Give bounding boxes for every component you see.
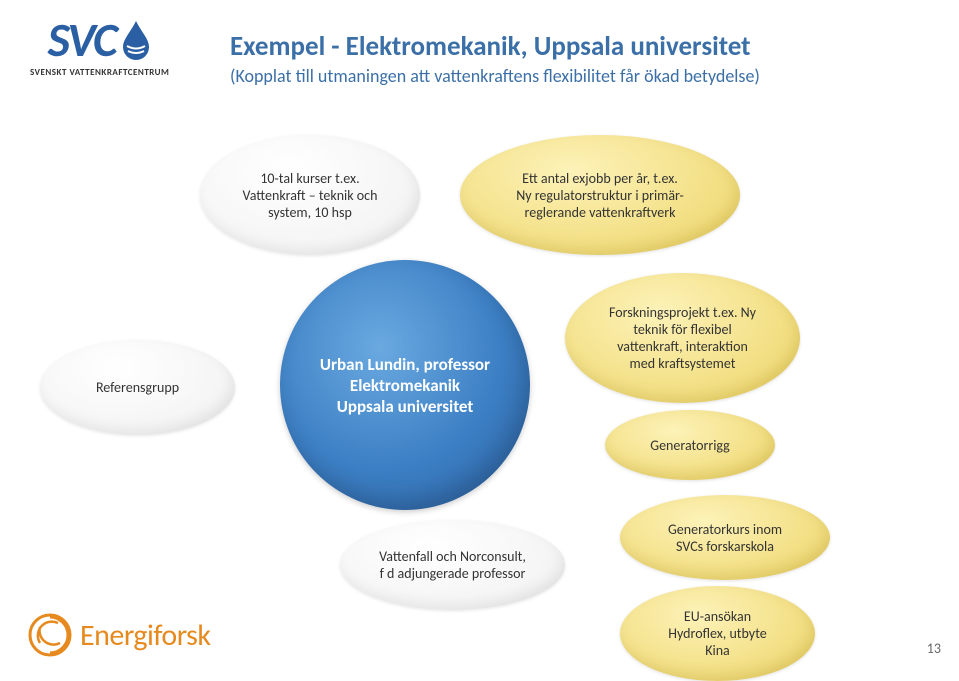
bubble-exjobb: Ett antal exjobb per år, t.ex. Ny regula… [460, 135, 740, 255]
bubble-line: EU-ansökan [684, 608, 751, 625]
bubble-line: Ett antal exjobb per år, t.ex. [522, 170, 678, 187]
bubble-line: system, 10 hsp [268, 204, 352, 221]
bubble-line: Ny regulatorstruktur i primär- [516, 187, 684, 204]
bubble-line: Vattenkraft – teknik och [243, 187, 378, 204]
bubble-kurser: 10-tal kurser t.ex. Vattenkraft – teknik… [200, 135, 420, 255]
svc-logo-mark: SVC [48, 10, 152, 69]
bubble-eu-ansokan: EU-ansökan Hydroflex, utbyte Kina [620, 586, 815, 681]
bubble-line: med kraftsystemet [630, 355, 736, 372]
bubble-referensgrupp: Referensgrupp [40, 340, 235, 435]
bubble-line: SVCs forskarskola [676, 538, 774, 555]
bubble-adjungerade-professor: Vattenfall och Norconsult, f d adjungera… [340, 520, 565, 610]
bubble-label: Referensgrupp [96, 379, 179, 396]
bubble-line: Hydroflex, utbyte [668, 625, 766, 642]
bubble-generatorkurs: Generatorkurs inom SVCs forskarskola [620, 495, 830, 580]
bubble-line: Generatorkurs inom [668, 521, 782, 538]
bubble-label: Generatorrigg [650, 437, 730, 454]
bubble-generatorrigg: Generatorrigg [605, 410, 775, 480]
center-line2: Elektromekanik [350, 375, 460, 396]
page-number: 13 [927, 640, 941, 657]
center-line3: Uppsala universitet [337, 396, 474, 417]
bubble-line: Kina [705, 642, 730, 659]
slide-subtitle: (Kopplat till utmaningen att vattenkraft… [230, 65, 930, 87]
energiforsk-logo: Energiforsk [28, 613, 211, 657]
bubble-forskningsprojekt: Forskningsprojekt t.ex. Ny teknik för fl… [565, 273, 800, 403]
svc-logo-text: SVC [48, 10, 116, 69]
bubble-line: teknik för flexibel [633, 321, 731, 338]
energiforsk-logo-text: Energiforsk [80, 617, 211, 654]
bubble-line: 10-tal kurser t.ex. [260, 170, 359, 187]
energiforsk-swirl-icon [28, 613, 72, 657]
center-node: Urban Lundin, professor Elektromekanik U… [280, 260, 530, 510]
bubble-diagram: Urban Lundin, professor Elektromekanik U… [0, 100, 959, 620]
bubble-line: f d adjungerade professor [380, 565, 526, 582]
bubble-line: Forskningsprojekt t.ex. Ny [609, 304, 756, 321]
water-drop-icon [120, 19, 152, 61]
bubble-line: reglerande vattenkraftverk [525, 204, 676, 221]
bubble-line: Vattenfall och Norconsult, [379, 548, 526, 565]
slide-title-block: Exempel - Elektromekanik, Uppsala univer… [230, 30, 930, 87]
svc-logo-subtitle: SVENSKT VATTENKRAFTCENTRUM [30, 67, 169, 78]
bubble-line: vattenkraft, interaktion [617, 338, 748, 355]
center-line1: Urban Lundin, professor [320, 354, 490, 375]
svc-logo: SVC SVENSKT VATTENKRAFTCENTRUM [30, 10, 169, 78]
slide-title: Exempel - Elektromekanik, Uppsala univer… [230, 30, 930, 63]
